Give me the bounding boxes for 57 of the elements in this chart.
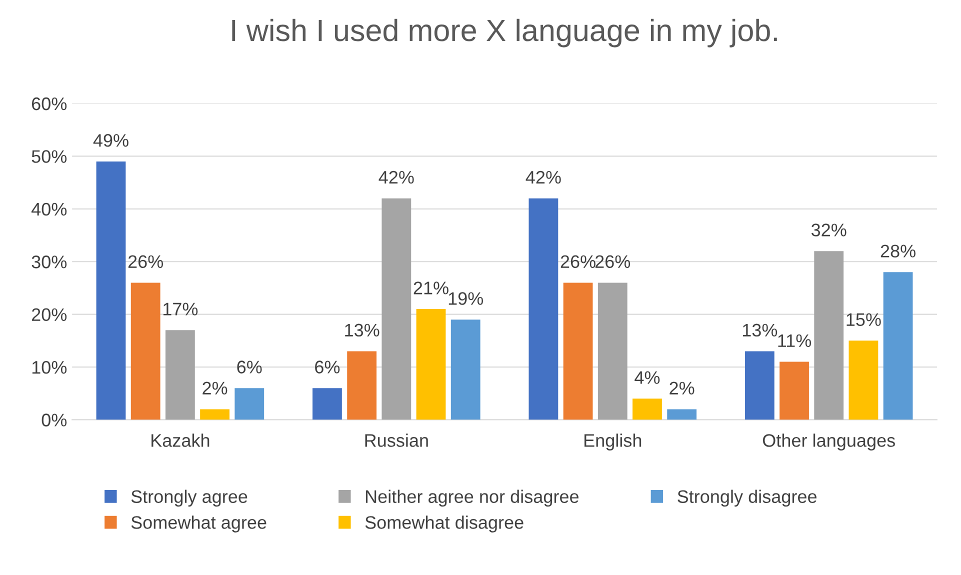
data-label: 19%: [448, 292, 484, 305]
bar: [598, 282, 628, 420]
data-label: 26%: [595, 255, 630, 268]
bar: [130, 282, 160, 420]
bar: [450, 320, 480, 420]
legend-label: Neither agree nor disagree: [366, 490, 579, 507]
data-label: 2%: [202, 382, 228, 394]
data-label: 15%: [846, 313, 881, 326]
data-label: 11%: [778, 334, 812, 348]
data-label: 6%: [237, 360, 262, 374]
bar: [667, 409, 697, 420]
data-label: 26%: [128, 255, 164, 268]
bar: [200, 409, 230, 420]
bar: [312, 388, 342, 420]
y-tick-label: 50%: [32, 150, 67, 163]
bar: [96, 161, 126, 420]
bar: [848, 340, 878, 420]
y-tick-label: 20%: [32, 308, 67, 322]
data-label: 13%: [345, 324, 380, 337]
y-tick-label: 30%: [32, 256, 67, 268]
data-label: 17%: [163, 302, 198, 316]
legend-label: Somewhat agree: [131, 516, 266, 532]
bar: [814, 251, 844, 420]
data-label: 42%: [526, 170, 561, 184]
y-tick-label: 10%: [32, 360, 67, 374]
bar: [563, 282, 593, 420]
y-tick-label: 40%: [31, 202, 67, 216]
data-label: 49%: [93, 134, 128, 147]
x-tick-label: Other languages: [762, 434, 895, 450]
data-label: 26%: [560, 255, 596, 268]
data-label: 32%: [811, 224, 846, 236]
y-tick-label: 60%: [32, 97, 67, 110]
data-label: 2%: [670, 382, 694, 394]
bar: [528, 198, 558, 420]
x-tick-label: English: [584, 434, 642, 450]
y-tick-label: 0%: [42, 414, 67, 426]
bar: [883, 272, 913, 420]
chart-title: I wish I used more X language in my job.: [232, 18, 777, 48]
bar: [416, 309, 446, 420]
x-tick-label: Kazakh: [152, 434, 210, 447]
data-label: 28%: [880, 244, 916, 258]
bar: [632, 398, 662, 420]
legend-label: Somewhat disagree: [365, 516, 524, 532]
bar: [780, 362, 809, 420]
data-label: 4%: [634, 371, 660, 384]
data-label: 21%: [414, 282, 448, 294]
bar: [165, 330, 195, 420]
bar: [347, 351, 377, 420]
data-label: 13%: [742, 324, 778, 337]
bar: [382, 198, 412, 420]
data-label: 6%: [315, 360, 340, 374]
bar: [744, 351, 774, 420]
legend-label: Strongly agree: [131, 490, 248, 507]
x-tick-label: Russian: [365, 434, 428, 447]
data-label: 42%: [378, 170, 414, 184]
legend-label: Strongly disagree: [678, 490, 817, 507]
bar: [234, 388, 264, 420]
